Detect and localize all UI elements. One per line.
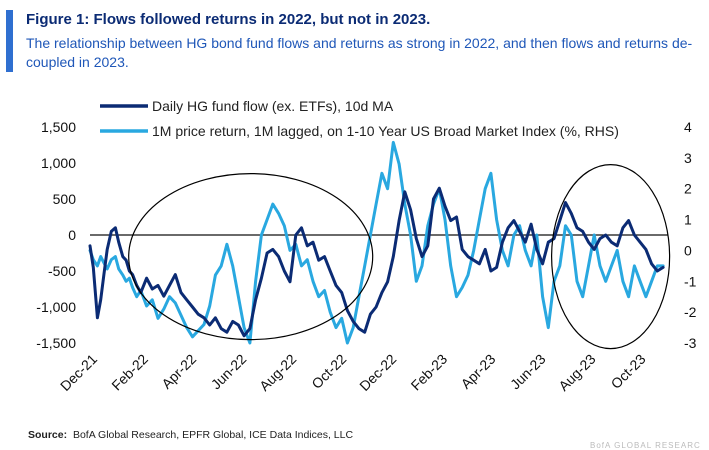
chart-subtitle: The relationship between HG bond fund fl… xyxy=(26,35,693,70)
chart-title: Figure 1: Flows followed returns in 2022… xyxy=(26,11,431,28)
source-text: BofA Global Research, EPFR Global, ICE D… xyxy=(72,429,354,441)
series-line-return xyxy=(88,140,665,345)
x-tick-label: Apr-23 xyxy=(458,351,499,392)
y-right-tick-label: 2 xyxy=(684,181,692,197)
highlight-ellipse-2023 xyxy=(551,164,671,350)
y-left-tick-label: -1,500 xyxy=(36,335,76,351)
legend-label-return: 1M price return, 1M lagged, on 1-10 Year… xyxy=(152,123,619,139)
source-note: Source: BofA Global Research, EPFR Globa… xyxy=(28,429,353,441)
title-accent-bar xyxy=(6,10,13,72)
x-tick-label: Apr-22 xyxy=(158,351,199,392)
y-right-tick-label: 4 xyxy=(684,119,692,135)
x-tick-label: Dec-22 xyxy=(356,351,399,394)
y-left-tick-label: 1,000 xyxy=(41,155,76,171)
y-right-tick-label: 3 xyxy=(684,150,692,166)
x-tick-label: Jun-22 xyxy=(208,351,250,393)
x-tick-label: Oct-22 xyxy=(308,351,349,392)
x-tick-label: Oct-23 xyxy=(608,351,649,392)
y-left-tick-label: 0 xyxy=(68,227,76,243)
y-left-tick-label: -1,000 xyxy=(36,299,76,315)
y-right-tick-label: 0 xyxy=(684,242,692,258)
y-right-tick-label: -2 xyxy=(684,304,697,320)
y-left-tick-label: 500 xyxy=(53,191,77,207)
y-right-tick-label: -1 xyxy=(684,273,697,289)
x-tick-label: Aug-23 xyxy=(555,351,598,394)
y-right-tick-label: -3 xyxy=(684,335,697,351)
highlight-ellipse-2022 xyxy=(128,173,374,341)
x-tick-label: Dec-21 xyxy=(57,351,100,394)
source-label: Source: xyxy=(28,429,68,441)
x-tick-label: Feb-22 xyxy=(108,351,151,394)
x-tick-label: Aug-22 xyxy=(256,351,299,394)
footer-watermark: BofA GLOBAL RESEARC xyxy=(590,441,701,450)
y-left-tick-label: -500 xyxy=(48,263,76,279)
y-left-tick-label: 1,500 xyxy=(41,119,76,135)
x-tick-label: Feb-23 xyxy=(408,351,451,394)
series-line-flow xyxy=(88,186,665,338)
legend-label-flow: Daily HG fund flow (ex. ETFs), 10d MA xyxy=(152,98,394,114)
x-tick-label: Jun-23 xyxy=(507,351,549,393)
y-right-tick-label: 1 xyxy=(684,212,692,228)
